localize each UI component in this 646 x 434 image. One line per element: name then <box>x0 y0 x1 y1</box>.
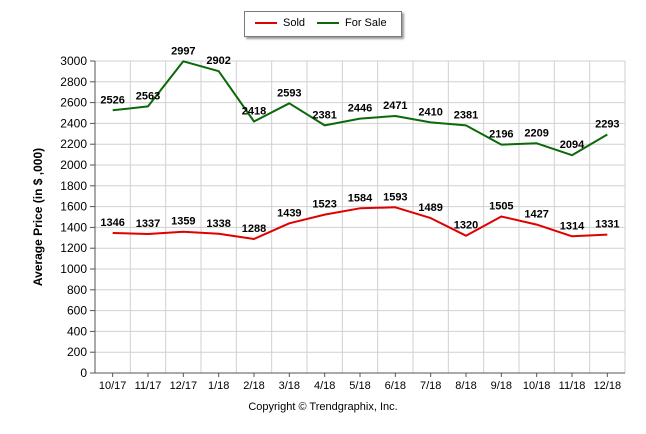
legend-item-for-sale[interactable]: For Sale <box>317 17 387 29</box>
y-tick-label: 2800 <box>60 75 87 89</box>
x-tick-label: 12/18 <box>594 380 622 392</box>
y-tick-label: 200 <box>67 345 87 359</box>
x-tick-label: 6/18 <box>385 380 406 392</box>
legend-item-sold[interactable]: Sold <box>255 17 305 29</box>
y-tick-label: 0 <box>80 366 87 380</box>
series-line-sold <box>112 206 608 240</box>
x-tick-label: 4/18 <box>314 380 335 392</box>
x-tick-label: 5/18 <box>349 380 370 392</box>
data-label-sold: 1331 <box>595 219 619 231</box>
data-label-for-sale: 2526 <box>100 94 124 106</box>
x-tick-label: 3/18 <box>279 380 300 392</box>
y-axis-title: Average Price (in $ ,000) <box>31 147 45 287</box>
x-tick-label: 7/18 <box>420 380 441 392</box>
data-label-for-sale: 2593 <box>277 87 301 99</box>
data-label-for-sale: 2997 <box>171 45 195 57</box>
data-label-sold: 1427 <box>524 209 548 221</box>
y-tick-label: 1200 <box>60 241 87 255</box>
data-label-sold: 1584 <box>348 192 373 204</box>
x-tick-label: 2/18 <box>243 380 264 392</box>
x-tick-label: 10/17 <box>99 380 127 392</box>
data-label-for-sale: 2446 <box>348 103 372 115</box>
y-tick-label: 2000 <box>60 158 87 172</box>
y-tick-label: 1400 <box>60 220 87 234</box>
data-label-for-sale: 2293 <box>595 119 619 131</box>
data-label-sold: 1288 <box>242 223 266 235</box>
x-tick-label: 11/17 <box>135 380 162 392</box>
data-label-for-sale: 2094 <box>560 139 585 151</box>
data-label-sold: 1593 <box>383 191 407 203</box>
y-tick-label: 800 <box>67 283 87 297</box>
data-label-sold: 1505 <box>489 200 513 212</box>
y-tick-label: 2400 <box>60 116 87 130</box>
data-labels: 1346 1337 1359 1338 1288 1439 1523 1584 1593 1489… <box>100 45 619 235</box>
data-label-sold: 1320 <box>454 220 478 232</box>
data-label-sold: 1314 <box>560 220 585 232</box>
data-label-for-sale: 2209 <box>524 127 548 139</box>
y-tick-label: 3000 <box>60 54 87 68</box>
legend: Sold For Sale <box>244 11 402 37</box>
data-label-sold: 1337 <box>136 218 160 230</box>
data-label-for-sale: 2418 <box>242 106 266 118</box>
x-tick-label: 10/18 <box>523 380 551 392</box>
legend-label-for-sale: For Sale <box>345 17 387 29</box>
x-tick-label: 9/18 <box>491 380 512 392</box>
data-label-sold: 1338 <box>206 218 230 230</box>
copyright-footer: Copyright © Trendgraphix, Inc. <box>248 401 398 413</box>
x-tick-label: 11/18 <box>559 380 586 392</box>
data-label-for-sale: 2471 <box>383 100 407 112</box>
legend-swatch-sold <box>255 22 277 25</box>
data-label-sold: 1489 <box>418 202 442 214</box>
y-tick-label: 600 <box>67 304 87 318</box>
grid <box>94 60 626 374</box>
data-label-for-sale: 2563 <box>136 90 160 102</box>
data-label-sold: 1346 <box>100 217 124 229</box>
series-line-for-sale <box>112 60 608 157</box>
data-label-for-sale: 2196 <box>489 129 513 141</box>
data-label-sold: 1359 <box>171 216 195 228</box>
x-tick-label: 12/17 <box>170 380 198 392</box>
x-tick-label: 1/18 <box>208 380 229 392</box>
y-tick-label: 1000 <box>60 262 87 276</box>
y-tick-label: 1800 <box>60 179 87 193</box>
axes: 0 200 400 600 800 1000 1200 1400 1600 1800 2000 220… <box>60 54 625 392</box>
legend-swatch-for-sale <box>317 22 339 25</box>
data-label-sold: 1523 <box>312 199 336 211</box>
data-label-for-sale: 2410 <box>418 106 442 118</box>
data-label-for-sale: 2381 <box>312 109 336 121</box>
data-label-for-sale: 2902 <box>206 55 230 67</box>
legend-label-sold: Sold <box>283 17 306 29</box>
y-tick-label: 2600 <box>60 96 87 110</box>
x-tick-label: 8/18 <box>455 380 476 392</box>
y-tick-label: 400 <box>67 324 87 338</box>
y-tick-label: 1600 <box>60 200 87 214</box>
y-tick-label: 2200 <box>60 137 87 151</box>
series <box>112 60 608 240</box>
data-label-for-sale: 2381 <box>454 109 478 121</box>
data-label-sold: 1439 <box>277 207 301 219</box>
